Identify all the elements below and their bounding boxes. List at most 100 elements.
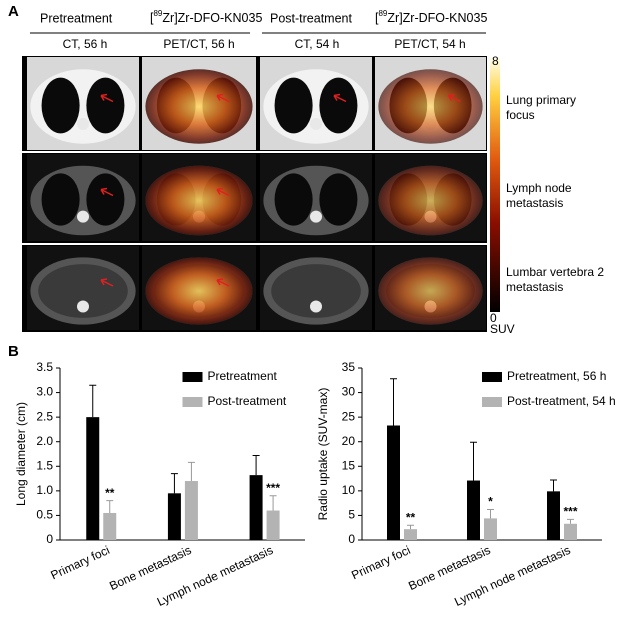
error-bar — [487, 509, 494, 519]
legend-swatch — [182, 372, 203, 382]
column-title: CT, 54 h — [295, 37, 340, 51]
lung — [86, 77, 125, 134]
y-axis-label: Long diameter (cm) — [14, 402, 28, 506]
lung — [41, 173, 80, 226]
y-tick-label: 30 — [342, 385, 356, 399]
lung — [274, 77, 313, 134]
vertebra — [310, 300, 322, 313]
error-bar — [170, 473, 178, 494]
y-tick-label: 2.5 — [36, 409, 53, 423]
lung — [319, 173, 358, 226]
error-bar — [550, 479, 557, 492]
arrow — [447, 93, 461, 103]
error-bar — [187, 461, 195, 482]
y-tick-label: 25 — [342, 409, 356, 423]
pet-overlay — [145, 257, 253, 325]
vertebra — [310, 210, 322, 223]
bar — [484, 518, 497, 540]
bar — [167, 493, 181, 540]
significance: *** — [563, 505, 577, 519]
bar — [467, 480, 480, 540]
y-tick-label: 3.0 — [36, 385, 53, 399]
pet-overlay — [145, 165, 253, 236]
y-tick-label: 20 — [342, 434, 356, 448]
scan — [375, 57, 486, 150]
bar — [184, 481, 198, 540]
y-tick-label: 3.5 — [36, 360, 53, 374]
y-tick-label: 1.0 — [36, 483, 53, 497]
vertebra — [77, 117, 89, 130]
pet-overlay — [378, 69, 483, 144]
y-tick-label: 1.5 — [36, 458, 53, 472]
legend-swatch — [482, 397, 502, 407]
scan — [260, 246, 372, 330]
arrow — [216, 93, 230, 103]
y-tick-label: 0.5 — [36, 508, 53, 522]
bar — [547, 491, 560, 540]
scan — [142, 246, 256, 330]
legend-label: Pretreatment, 56 h — [507, 369, 606, 383]
legend-label: Post-treatment — [208, 394, 287, 408]
row-label: Lung primary focus — [506, 93, 576, 122]
error-bar — [567, 518, 574, 524]
panel-label: A — [8, 3, 19, 20]
scan — [27, 57, 139, 150]
error-bar — [269, 495, 277, 511]
bar — [249, 475, 263, 540]
arrow — [100, 278, 114, 287]
arrow — [100, 187, 114, 197]
arrow — [216, 187, 230, 197]
error-bar — [470, 441, 477, 481]
error-bar — [390, 378, 397, 426]
arrow — [333, 93, 347, 103]
bar — [266, 510, 280, 540]
arrow — [100, 93, 114, 103]
row-separator — [22, 151, 487, 153]
row-label: Lumbar vertebra 2 metastasis — [506, 265, 604, 294]
lung — [86, 173, 125, 226]
scan — [260, 154, 372, 241]
y-tick-label: 15 — [342, 458, 356, 472]
bar — [103, 512, 117, 540]
lung — [41, 77, 80, 134]
significance: * — [488, 495, 493, 509]
scan — [375, 154, 486, 241]
bar — [564, 523, 577, 540]
y-tick-label: 2.0 — [36, 434, 53, 448]
significance: ** — [105, 486, 115, 500]
lung — [274, 173, 313, 226]
row-separator — [22, 54, 487, 56]
panel-label: B — [8, 343, 19, 360]
pet-overlay — [378, 165, 483, 236]
y-tick-label: 0 — [46, 532, 53, 546]
significance: *** — [266, 481, 280, 495]
vertebra — [310, 117, 322, 130]
scan — [27, 154, 139, 241]
legend-label: Post-treatment, 54 h — [507, 394, 616, 408]
bar — [387, 425, 400, 540]
y-tick-label: 0 — [348, 532, 355, 546]
bar — [404, 529, 417, 540]
colorbar — [490, 58, 500, 312]
colorbar-max: 8 — [492, 54, 499, 68]
colorbar-unit: SUV — [490, 322, 515, 336]
significance: ** — [406, 510, 416, 524]
tracer: [89Zr]Zr-DFO-KN035 — [375, 9, 487, 25]
colorbar-min: 0 — [490, 311, 497, 325]
abdomen — [38, 264, 128, 318]
y-tick-label: 5 — [348, 508, 355, 522]
error-bar — [407, 524, 414, 530]
scan — [142, 57, 256, 150]
lung — [319, 77, 358, 134]
pet-overlay — [378, 257, 483, 325]
arrow — [216, 278, 230, 287]
error-bar — [106, 500, 114, 513]
bar — [86, 417, 100, 540]
column-title: PET/CT, 54 h — [394, 37, 465, 51]
error-bar — [89, 384, 97, 418]
y-axis-label: Radio uptake (SUV-max) — [316, 388, 330, 521]
abdomen — [271, 264, 361, 318]
legend-label: Pretreatment — [208, 369, 278, 383]
y-tick-label: 10 — [342, 483, 356, 497]
